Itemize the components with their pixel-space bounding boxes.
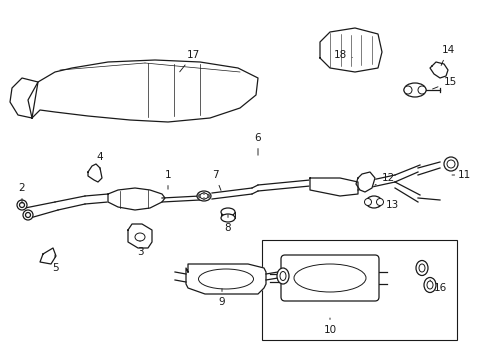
Text: 6: 6 [255, 133, 261, 155]
Ellipse shape [198, 197, 200, 198]
Ellipse shape [25, 212, 30, 217]
Ellipse shape [17, 200, 27, 210]
Text: 4: 4 [97, 152, 103, 169]
Text: 14: 14 [441, 45, 455, 66]
Ellipse shape [221, 214, 235, 222]
Text: 2: 2 [19, 183, 25, 203]
Ellipse shape [23, 210, 33, 220]
Text: 5: 5 [51, 255, 58, 273]
Polygon shape [28, 60, 258, 122]
Polygon shape [128, 224, 152, 248]
Text: 13: 13 [379, 200, 399, 210]
Ellipse shape [203, 193, 205, 194]
Polygon shape [108, 188, 165, 210]
Text: 15: 15 [433, 77, 457, 89]
Ellipse shape [198, 194, 200, 195]
Text: 3: 3 [137, 241, 143, 257]
Text: 18: 18 [333, 50, 352, 60]
Text: 10: 10 [323, 318, 337, 335]
Ellipse shape [20, 202, 25, 207]
Ellipse shape [404, 83, 426, 97]
Polygon shape [40, 248, 56, 264]
Ellipse shape [418, 86, 426, 94]
Text: 11: 11 [452, 170, 470, 180]
Text: 16: 16 [430, 280, 446, 293]
Ellipse shape [280, 271, 286, 280]
Text: 17: 17 [180, 50, 199, 72]
Polygon shape [310, 178, 358, 196]
Ellipse shape [294, 264, 366, 292]
Text: 9: 9 [219, 289, 225, 307]
Ellipse shape [203, 198, 205, 199]
Ellipse shape [365, 198, 371, 206]
Ellipse shape [424, 278, 436, 292]
Bar [262, 240, 457, 340]
Polygon shape [88, 164, 102, 182]
Text: 1: 1 [165, 170, 172, 189]
Ellipse shape [427, 281, 433, 289]
Ellipse shape [200, 193, 208, 199]
Ellipse shape [198, 269, 253, 289]
Polygon shape [430, 62, 448, 78]
Polygon shape [10, 78, 38, 118]
Ellipse shape [447, 160, 455, 168]
Ellipse shape [366, 196, 382, 208]
Ellipse shape [277, 268, 289, 284]
Text: 12: 12 [375, 173, 394, 185]
FancyBboxPatch shape [281, 255, 379, 301]
Ellipse shape [404, 86, 412, 94]
Text: 8: 8 [225, 215, 231, 233]
Ellipse shape [376, 198, 384, 206]
Polygon shape [320, 28, 382, 72]
Ellipse shape [221, 208, 235, 216]
Ellipse shape [135, 233, 145, 241]
Ellipse shape [416, 261, 428, 275]
Ellipse shape [197, 191, 211, 201]
Ellipse shape [444, 157, 458, 171]
Polygon shape [186, 264, 266, 294]
Polygon shape [356, 172, 375, 192]
Ellipse shape [208, 197, 210, 198]
Ellipse shape [419, 264, 425, 272]
Ellipse shape [208, 194, 210, 195]
Text: 7: 7 [212, 170, 221, 190]
